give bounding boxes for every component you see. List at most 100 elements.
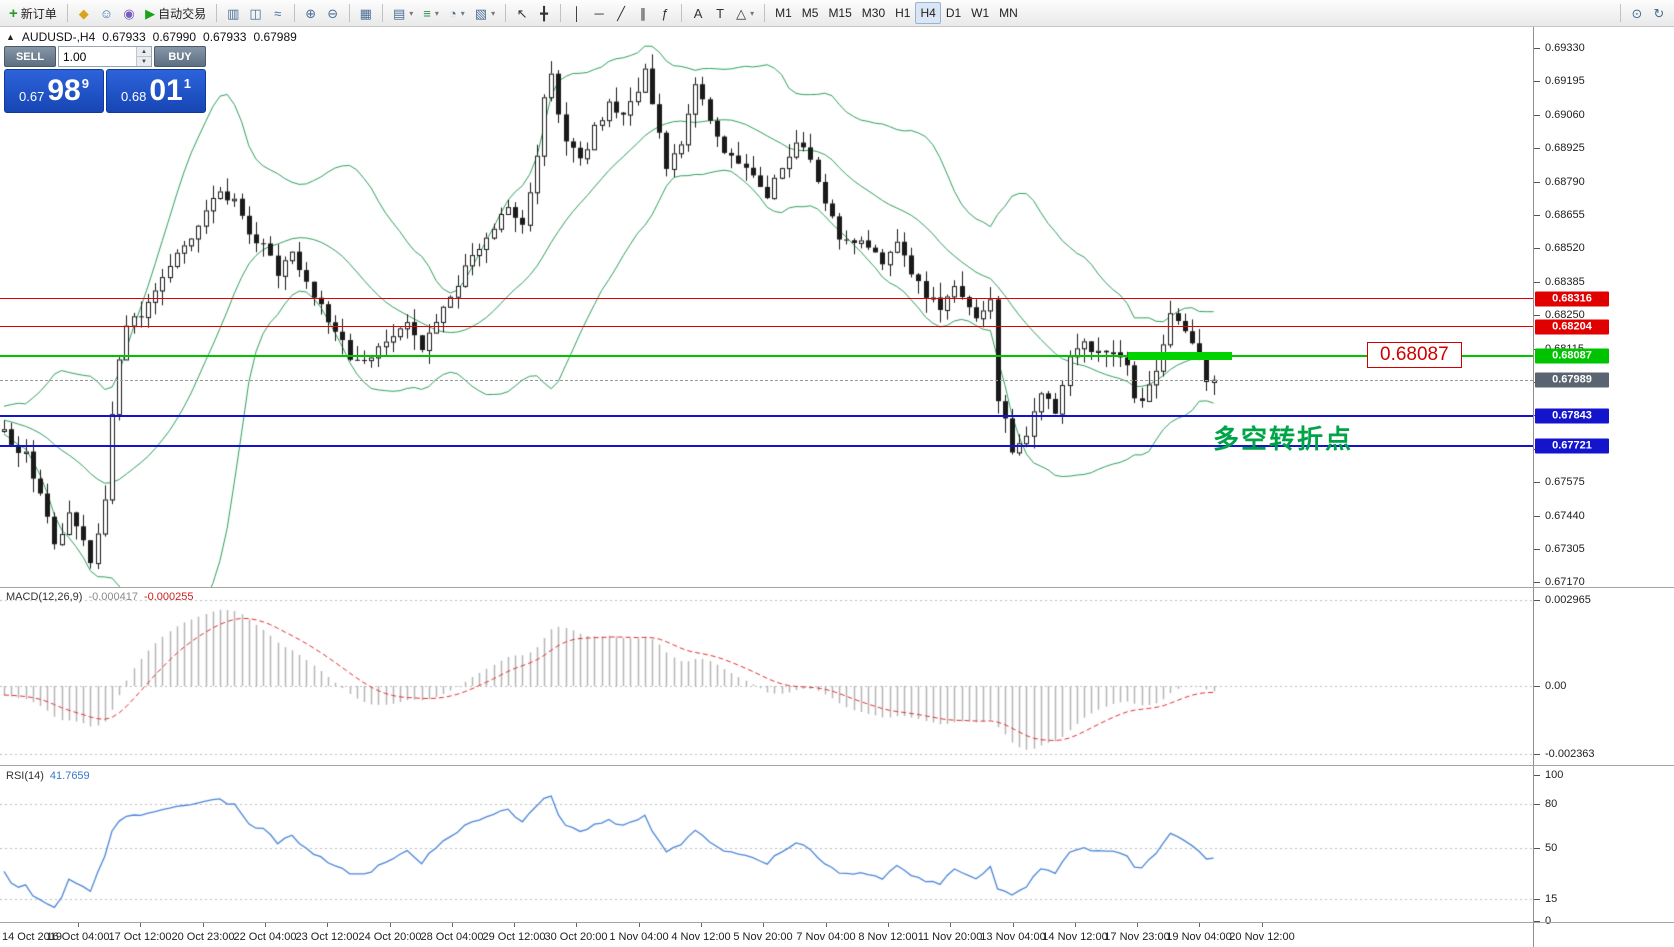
volume-spin-up-icon[interactable]: ▲ — [137, 47, 151, 56]
horizontal-line-object[interactable] — [0, 326, 1533, 327]
main-chart-pane[interactable]: ▲ AUDUSD-,H4 0.67933 0.67990 0.67933 0.6… — [0, 27, 1533, 587]
scale-tick-mark — [1534, 315, 1540, 316]
auto-arrange-button[interactable]: ▤ ▾ — [388, 2, 418, 24]
bar-chart-icon: ▥ — [227, 5, 240, 21]
scale-tick-mark — [1534, 921, 1540, 922]
text-icon: A — [693, 5, 703, 21]
main-chart-canvas[interactable] — [0, 27, 1533, 587]
collapse-panel-icon[interactable]: ▲ — [6, 32, 15, 42]
chevron-down-icon: ▾ — [409, 8, 414, 18]
scale-tick-mark — [1534, 899, 1540, 900]
trendline-button[interactable]: ╱ — [610, 2, 632, 24]
time-tick-mark — [390, 923, 391, 927]
bar-chart-button[interactable]: ▥ — [222, 2, 244, 24]
search-button[interactable]: ⊙ — [1626, 2, 1648, 24]
tf-m30-button-label: M30 — [861, 6, 886, 20]
autotrading-button-label: 自动交易 — [158, 6, 207, 21]
symbol-label: AUDUSD-,H4 — [21, 30, 96, 44]
time-label: 20 Oct 23:00 — [171, 931, 235, 943]
tf-m1-button[interactable]: M1 — [770, 2, 797, 24]
horizontal-line-object[interactable] — [0, 355, 1533, 357]
scale-tick-label: 0.00 — [1545, 680, 1567, 692]
horizontal-line-object[interactable] — [0, 298, 1533, 299]
text-button[interactable]: A — [687, 2, 709, 24]
scale-tick-mark — [1534, 48, 1540, 49]
price-tag: 0.67989 — [1535, 372, 1609, 388]
templates-button[interactable]: ▧ ▾ — [470, 2, 500, 24]
new-order-button[interactable]: + 新订单 — [4, 2, 62, 24]
tf-h1-button[interactable]: H1 — [890, 2, 915, 24]
macd-label: MACD(12,26,9) -0.000417 -0.000255 — [6, 591, 194, 603]
channel-button[interactable]: ∥ — [632, 2, 654, 24]
scale-tick-label: 0.67170 — [1545, 576, 1585, 588]
channel-icon: ∥ — [639, 5, 647, 21]
tf-d1-button[interactable]: D1 — [941, 2, 966, 24]
cursor-button[interactable]: ↖ — [511, 2, 533, 24]
price-callout[interactable]: 0.68087 — [1367, 342, 1462, 368]
open-value: 0.67933 — [102, 30, 146, 44]
price-scale[interactable]: 0.69330 0.69195 0.69060 0.68925 0.68790 0.686… — [1533, 27, 1674, 947]
tf-w1-button[interactable]: W1 — [966, 2, 994, 24]
horizontal-line-button[interactable]: ─ — [588, 2, 610, 24]
line-chart-button[interactable]: ≈ — [267, 2, 289, 24]
volume-input[interactable] — [59, 47, 136, 66]
vertical-line-icon: │ — [573, 5, 582, 21]
buy-price-button[interactable]: 0.68 01 1 — [106, 69, 206, 113]
turning-point-annotation[interactable]: 多空转折点 — [1213, 424, 1354, 454]
periods-button[interactable]: ◔ ▾ — [444, 2, 470, 24]
tf-m5-button-label: M5 — [801, 6, 819, 20]
fibonacci-button[interactable]: ƒ — [654, 2, 676, 24]
buy-button[interactable]: BUY — [154, 46, 206, 67]
sell-button[interactable]: SELL — [4, 46, 56, 67]
template-icon: ▧ — [474, 5, 488, 21]
zoom-out-button[interactable]: ⊖ — [322, 2, 344, 24]
scale-tick-label: 0.69060 — [1545, 109, 1585, 121]
charts-button[interactable]: ◆ — [73, 2, 95, 24]
horizontal-line-object[interactable] — [0, 445, 1533, 447]
close-value: 0.67989 — [253, 30, 297, 44]
pane-separator[interactable] — [0, 922, 1674, 923]
text-label-button[interactable]: T — [709, 2, 731, 24]
tile-windows-icon: ▦ — [359, 5, 372, 21]
autotrading-button[interactable]: ▶ 自动交易 — [140, 2, 211, 24]
time-axis[interactable]: 14 Oct 2019 16 Oct 04:00 17 Oct 12:00 20 Oc… — [0, 923, 1533, 947]
tf-h4-button-label: H4 — [920, 6, 936, 20]
time-label: 13 Nov 04:00 — [980, 931, 1046, 943]
scale-tick-label: 0.67575 — [1545, 476, 1585, 488]
sync-button[interactable]: ↻ — [1648, 2, 1670, 24]
globe-icon: ◉ — [123, 5, 135, 21]
volume-spin-down-icon[interactable]: ▼ — [137, 56, 151, 66]
rsi-pane[interactable]: RSI(14) 41.7659 — [0, 767, 1533, 922]
scale-tick-mark — [1534, 686, 1540, 687]
pane-separator[interactable] — [0, 765, 1674, 766]
zoom-out-icon: ⊖ — [327, 5, 339, 21]
time-label: 4 Nov 12:00 — [671, 931, 731, 943]
scale-tick-mark — [1534, 600, 1540, 601]
profile-button[interactable]: ☺ — [95, 2, 118, 24]
zoom-in-button[interactable]: ⊕ — [300, 2, 322, 24]
time-label: 20 Nov 12:00 — [1229, 931, 1295, 943]
price-tag: 0.67843 — [1535, 408, 1609, 424]
community-button[interactable]: ◉ — [118, 2, 140, 24]
time-label: 17 Oct 12:00 — [108, 931, 172, 943]
pane-separator[interactable] — [0, 587, 1674, 588]
arrows-button[interactable]: △ ▾ — [731, 2, 759, 24]
indicators-button[interactable]: ≡ ▾ — [418, 2, 444, 24]
rsi-canvas[interactable] — [0, 767, 1533, 922]
sell-price-button[interactable]: 0.67 98 9 — [4, 69, 104, 113]
horizontal-line-object[interactable] — [0, 415, 1533, 417]
candlestick-button[interactable]: ◫ — [244, 2, 266, 24]
vertical-line-button[interactable]: │ — [566, 2, 588, 24]
macd-canvas[interactable] — [0, 588, 1533, 765]
tf-mn-button[interactable]: MN — [994, 2, 1023, 24]
macd-pane[interactable]: MACD(12,26,9) -0.000417 -0.000255 — [0, 588, 1533, 765]
tf-h4-button[interactable]: H4 — [915, 2, 941, 24]
tf-m30-button[interactable]: M30 — [857, 2, 890, 24]
crosshair-button[interactable]: ╋ — [533, 2, 555, 24]
highlight-segment[interactable] — [1128, 352, 1232, 360]
tf-m5-button[interactable]: M5 — [797, 2, 824, 24]
scale-tick-label: 50 — [1545, 842, 1558, 854]
time-label: 1 Nov 04:00 — [609, 931, 669, 943]
tile-windows-button[interactable]: ▦ — [355, 2, 377, 24]
tf-m15-button[interactable]: M15 — [823, 2, 856, 24]
